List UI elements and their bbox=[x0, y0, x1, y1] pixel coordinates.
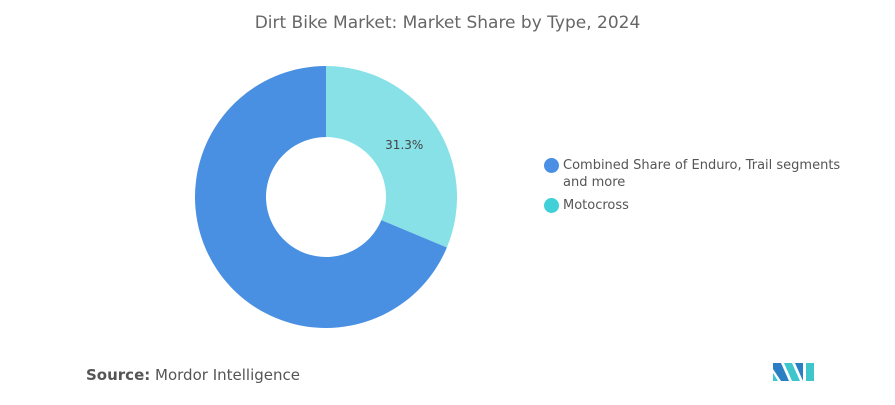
legend-item-enduro: Combined Share of Enduro, Trail segments… bbox=[544, 157, 844, 191]
source-note: Source: Mordor Intelligence bbox=[86, 366, 300, 384]
source-label: Source: bbox=[86, 366, 151, 384]
mordor-logo-icon bbox=[773, 363, 814, 381]
legend-label: Motocross bbox=[563, 198, 629, 213]
legend-item-motocross: Motocross bbox=[544, 197, 844, 214]
legend: Combined Share of Enduro, Trail segments… bbox=[544, 157, 844, 220]
legend-dot-enduro bbox=[544, 158, 559, 173]
legend-label: Combined Share of Enduro, Trail segments… bbox=[563, 158, 841, 190]
slice-combined bbox=[194, 66, 447, 329]
legend-dot-motocross bbox=[544, 198, 559, 213]
chart-title: Dirt Bike Market: Market Share by Type, … bbox=[254, 13, 641, 33]
data-label: 31.3% bbox=[385, 138, 423, 152]
slice-motocross bbox=[326, 66, 457, 248]
source-value: Mordor Intelligence bbox=[155, 366, 300, 384]
